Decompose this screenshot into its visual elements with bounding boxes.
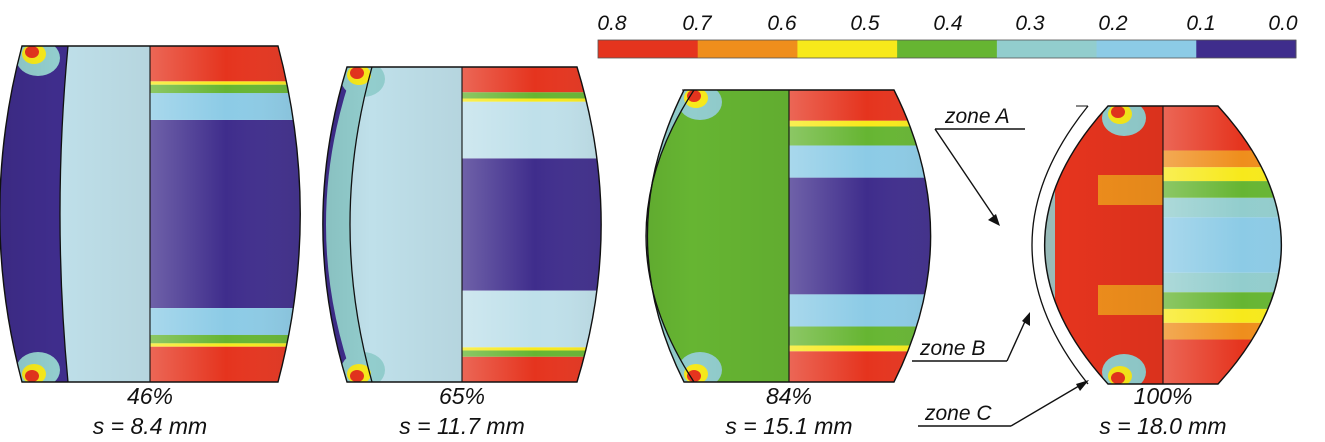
specimen-3-stroke: s = 15.1 mm — [725, 413, 852, 439]
colorbar-border — [597, 39, 1297, 59]
zone-b-leader — [1006, 316, 1028, 362]
colorbar-segment — [697, 40, 798, 58]
specimen-shade — [1163, 106, 1282, 384]
zone-annotations: zone A zone B zone C — [912, 105, 1089, 427]
colorbar-tick: 0.0 — [1268, 12, 1298, 35]
colorbar-segment — [598, 40, 699, 58]
colorbar-segment — [996, 40, 1098, 58]
colorbar-ticks: 0.8 0.7 0.6 0.5 0.4 0.3 0.2 0.1 0.0 — [597, 12, 1298, 35]
specimen-shade — [150, 46, 301, 382]
colorbar-tick: 0.1 — [1186, 12, 1215, 35]
colorbar-tick: 0.8 — [597, 12, 627, 35]
colorbar-tick: 0.2 — [1098, 12, 1128, 35]
specimen-1-percent: 46% — [127, 383, 173, 409]
colorbar-segment — [897, 40, 998, 58]
specimen-shade — [647, 90, 789, 382]
specimens — [0, 45, 1325, 385]
specimen-2-percent: 65% — [439, 383, 485, 409]
captions: 46% s = 8.4 mm 65% s = 11.7 mm 84% s = 1… — [93, 383, 1227, 439]
specimen-3-percent: 84% — [766, 383, 812, 409]
colorbar-segment — [1196, 40, 1297, 58]
zone-a-label: zone A — [944, 105, 1010, 128]
specimen-cut-edge — [349, 66, 373, 383]
colorbar: 0.8 0.7 0.6 0.5 0.4 0.3 0.2 0.1 0.0 — [597, 12, 1298, 59]
colorbar-tick: 0.7 — [682, 12, 713, 35]
colorbar-tick: 0.3 — [1015, 12, 1045, 35]
specimen-2-stroke: s = 11.7 mm — [399, 413, 524, 439]
colorbar-bar — [597, 39, 1297, 59]
specimen-shade — [0, 46, 150, 382]
zone-a-leader — [934, 128, 998, 222]
zone-a-arrowhead — [988, 214, 1000, 226]
colorbar-tick: 0.5 — [850, 12, 880, 35]
specimen-4 — [993, 105, 1325, 385]
specimen-shade — [1044, 106, 1163, 384]
zone-b-label: zone B — [919, 337, 985, 360]
specimen-shade — [462, 67, 602, 382]
specimen-shade — [789, 90, 931, 382]
specimen-1 — [0, 45, 301, 383]
specimen-cut-edge — [1031, 105, 1089, 385]
specimen-outline — [1044, 105, 1282, 385]
specimen-outline — [0, 45, 301, 383]
zone-c-arrowhead — [1076, 380, 1089, 391]
specimen-outline — [646, 89, 932, 383]
zone-a-hotspot — [993, 235, 1021, 255]
specimen-1-stroke: s = 8.4 mm — [93, 413, 207, 439]
specimen-shade — [322, 67, 462, 382]
zone-c-label: zone C — [924, 402, 992, 425]
colorbar-tick: 0.4 — [933, 12, 962, 35]
specimen-4-stroke: s = 18.0 mm — [1099, 413, 1226, 439]
colorbar-segment — [1096, 40, 1197, 58]
specimen-outline — [322, 66, 602, 383]
colorbar-segment — [797, 40, 898, 58]
specimen-2 — [322, 66, 602, 383]
zone-b-arrowhead — [1022, 312, 1030, 326]
colorbar-tick: 0.6 — [767, 12, 797, 35]
specimen-4-percent: 100% — [1134, 383, 1193, 409]
specimen-hotspot — [1315, 239, 1325, 251]
specimen-cut-edge — [645, 89, 695, 383]
specimen-cut-edge — [59, 45, 69, 383]
zone-c-leader — [1010, 382, 1085, 427]
